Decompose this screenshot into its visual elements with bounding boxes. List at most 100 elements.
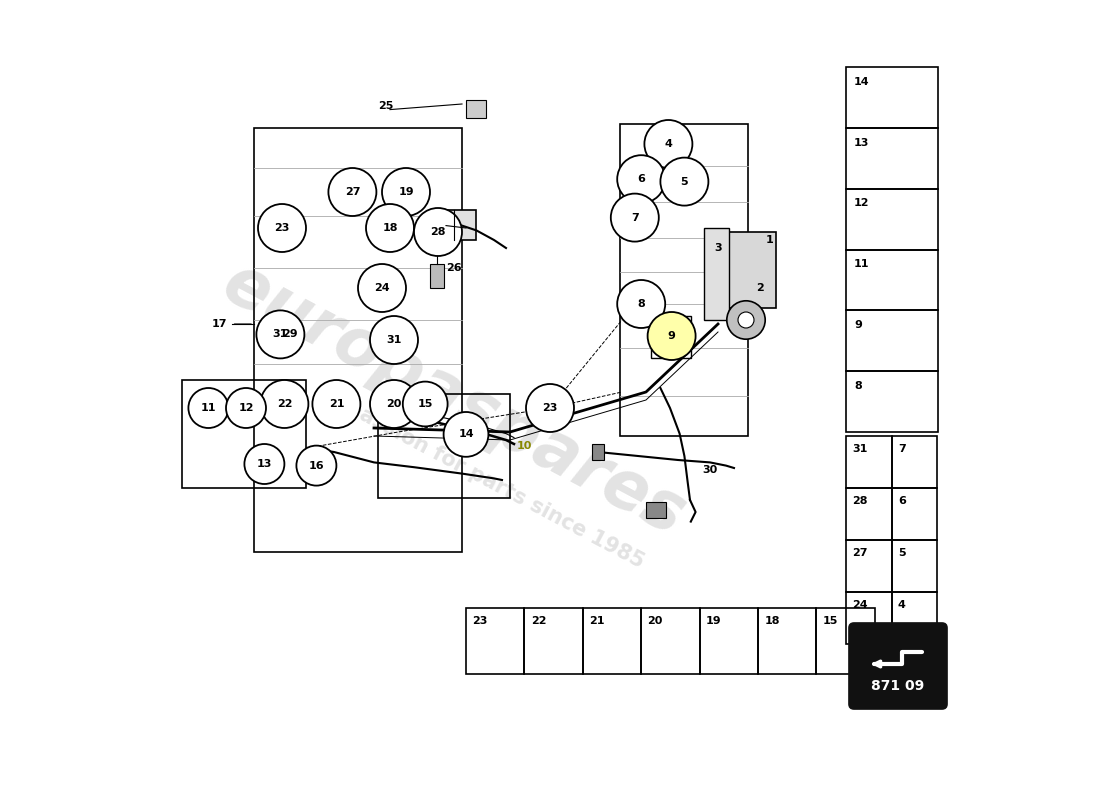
Text: 18: 18 bbox=[764, 616, 780, 626]
Circle shape bbox=[188, 388, 229, 428]
Circle shape bbox=[526, 384, 574, 432]
Bar bbox=[846, 592, 892, 644]
Bar bbox=[620, 124, 748, 436]
Text: 7: 7 bbox=[898, 444, 905, 454]
Circle shape bbox=[382, 168, 430, 216]
Text: 22: 22 bbox=[277, 399, 293, 409]
Text: 15: 15 bbox=[418, 399, 433, 409]
Circle shape bbox=[329, 168, 376, 216]
Text: 31: 31 bbox=[386, 335, 402, 345]
Text: europaspares: europaspares bbox=[211, 250, 696, 550]
Text: 7: 7 bbox=[631, 213, 639, 222]
Text: 4: 4 bbox=[664, 139, 672, 149]
Bar bbox=[846, 310, 938, 371]
Bar bbox=[430, 264, 444, 288]
Bar bbox=[525, 608, 583, 674]
Circle shape bbox=[414, 208, 462, 256]
Text: 871 09: 871 09 bbox=[871, 679, 925, 694]
Text: 23: 23 bbox=[472, 616, 487, 626]
Circle shape bbox=[660, 158, 708, 206]
Bar bbox=[641, 608, 700, 674]
Bar bbox=[592, 444, 604, 460]
Text: 1: 1 bbox=[766, 235, 774, 245]
Bar bbox=[816, 608, 875, 674]
Text: 21: 21 bbox=[590, 616, 605, 626]
Bar bbox=[651, 316, 691, 358]
Text: 8: 8 bbox=[854, 381, 861, 391]
Text: 29: 29 bbox=[283, 329, 298, 338]
Text: 10: 10 bbox=[517, 441, 532, 450]
Bar bbox=[846, 189, 938, 250]
Text: 31: 31 bbox=[273, 330, 288, 339]
Text: 23: 23 bbox=[542, 403, 558, 413]
Bar bbox=[704, 228, 729, 320]
Bar bbox=[726, 232, 775, 308]
Bar bbox=[846, 250, 938, 310]
Bar bbox=[440, 210, 475, 240]
Bar bbox=[182, 380, 306, 488]
Text: 27: 27 bbox=[852, 548, 868, 558]
Circle shape bbox=[403, 382, 448, 426]
Text: 4: 4 bbox=[898, 600, 906, 610]
Circle shape bbox=[443, 412, 488, 457]
Bar bbox=[846, 67, 938, 128]
Bar bbox=[892, 436, 937, 488]
Circle shape bbox=[312, 380, 361, 428]
Text: 13: 13 bbox=[854, 138, 869, 147]
Text: 28: 28 bbox=[430, 227, 446, 237]
Text: 11: 11 bbox=[854, 259, 869, 269]
Bar bbox=[466, 608, 525, 674]
Bar bbox=[466, 100, 486, 118]
Circle shape bbox=[226, 388, 266, 428]
Text: 9: 9 bbox=[854, 320, 862, 330]
Circle shape bbox=[727, 301, 766, 339]
Bar bbox=[583, 608, 641, 674]
Bar bbox=[378, 394, 510, 498]
Text: 23: 23 bbox=[274, 223, 289, 233]
Text: 19: 19 bbox=[398, 187, 414, 197]
Circle shape bbox=[261, 380, 308, 428]
Bar bbox=[758, 608, 816, 674]
Text: 24: 24 bbox=[374, 283, 389, 293]
Text: 14: 14 bbox=[459, 430, 474, 439]
Circle shape bbox=[617, 280, 666, 328]
Text: 6: 6 bbox=[637, 174, 645, 184]
Text: 15: 15 bbox=[823, 616, 838, 626]
Bar bbox=[846, 540, 892, 592]
Text: a passion for parts since 1985: a passion for parts since 1985 bbox=[324, 388, 648, 572]
Circle shape bbox=[296, 446, 337, 486]
Bar bbox=[846, 371, 938, 432]
Circle shape bbox=[366, 204, 414, 252]
Bar bbox=[254, 128, 462, 552]
Circle shape bbox=[258, 204, 306, 252]
Text: 28: 28 bbox=[852, 496, 868, 506]
Circle shape bbox=[648, 312, 695, 360]
Text: 12: 12 bbox=[854, 198, 869, 209]
Text: 25: 25 bbox=[378, 101, 394, 110]
Text: 30: 30 bbox=[703, 466, 717, 475]
Text: 24: 24 bbox=[852, 600, 868, 610]
Text: 5: 5 bbox=[898, 548, 905, 558]
Circle shape bbox=[645, 120, 692, 168]
Circle shape bbox=[617, 155, 666, 203]
Text: 6: 6 bbox=[898, 496, 906, 506]
Bar bbox=[700, 608, 758, 674]
FancyBboxPatch shape bbox=[849, 623, 947, 709]
Text: 20: 20 bbox=[648, 616, 663, 626]
Circle shape bbox=[370, 316, 418, 364]
Text: 13: 13 bbox=[256, 459, 272, 469]
Text: 3: 3 bbox=[714, 243, 722, 253]
Circle shape bbox=[256, 310, 305, 358]
Text: 14: 14 bbox=[854, 77, 870, 87]
Bar bbox=[892, 540, 937, 592]
Circle shape bbox=[358, 264, 406, 312]
Text: 31: 31 bbox=[852, 444, 868, 454]
Text: 22: 22 bbox=[531, 616, 547, 626]
Text: 5: 5 bbox=[681, 177, 689, 186]
Text: 27: 27 bbox=[344, 187, 360, 197]
Text: 16: 16 bbox=[309, 461, 324, 470]
Text: 26: 26 bbox=[446, 263, 462, 273]
Bar bbox=[892, 488, 937, 540]
Text: 2: 2 bbox=[757, 283, 764, 293]
Circle shape bbox=[370, 380, 418, 428]
